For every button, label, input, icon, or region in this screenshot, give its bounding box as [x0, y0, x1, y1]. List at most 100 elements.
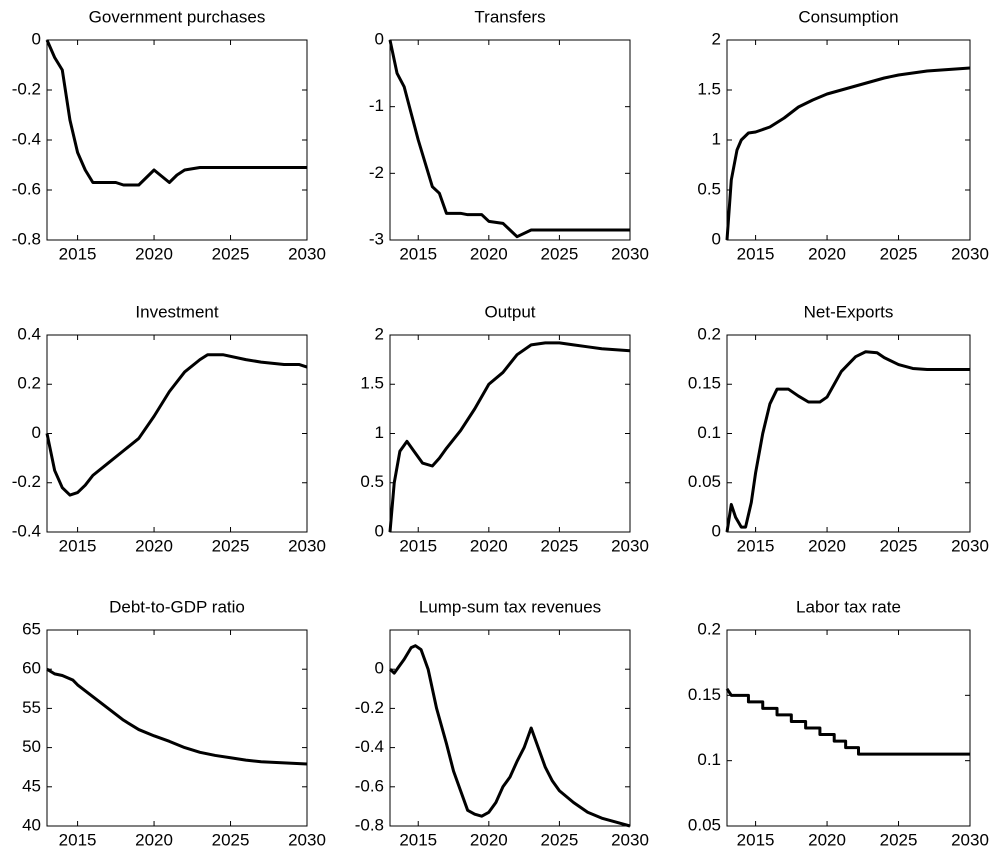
y-tick-label: 0	[712, 229, 721, 248]
chart-title: Net-Exports	[804, 302, 894, 321]
y-tick-label: 65	[22, 619, 41, 638]
y-tick-label: 0	[32, 29, 41, 48]
x-tick-label: 2030	[288, 244, 326, 263]
y-tick-label: 55	[22, 698, 41, 717]
y-tick-label: 0	[375, 659, 384, 678]
y-tick-label: -1	[369, 96, 384, 115]
x-tick-label: 2020	[470, 244, 508, 263]
x-tick-label: 2020	[808, 830, 846, 847]
y-tick-label: 0.05	[688, 815, 721, 834]
x-tick-label: 2025	[212, 536, 250, 555]
x-tick-label: 2030	[611, 244, 649, 263]
x-tick-label: 2025	[540, 536, 578, 555]
x-tick-label: 2025	[880, 244, 918, 263]
line	[388, 39, 630, 239]
axes-box	[46, 39, 308, 241]
chart-title: Government purchases	[89, 7, 266, 26]
y-tick-label: 0.4	[17, 324, 41, 343]
y-tick-label: 0.15	[688, 374, 721, 393]
line	[725, 350, 970, 533]
y-tick-label: -0.8	[12, 229, 41, 248]
axes-box	[726, 629, 971, 827]
x-tick-label: 2025	[880, 830, 918, 847]
y-tick-label: 0.1	[697, 423, 721, 442]
line	[725, 687, 970, 756]
x-tick-label: 2020	[470, 536, 508, 555]
x-tick-label: 2030	[288, 536, 326, 555]
y-tick-label: 0.15	[688, 685, 721, 704]
axes-box	[46, 629, 308, 827]
x-tick-label: 2025	[880, 536, 918, 555]
y-tick-label: 0	[375, 521, 384, 540]
y-tick-label: 2	[375, 324, 384, 343]
line	[45, 353, 308, 497]
y-tick-label: -2	[369, 163, 384, 182]
x-tick-label: 2030	[288, 830, 326, 847]
axes-box	[389, 39, 631, 241]
x-tick-label: 2020	[135, 244, 173, 263]
chart-title: Lump-sum tax revenues	[419, 597, 601, 616]
line	[45, 39, 307, 187]
x-tick-label: 2015	[399, 830, 437, 847]
y-tick-label: 1.5	[360, 374, 384, 393]
chart-title: Labor tax rate	[796, 597, 901, 616]
x-tick-label: 2015	[59, 536, 97, 555]
y-tick-label: 0.1	[697, 750, 721, 769]
y-tick-label: 40	[22, 815, 41, 834]
y-tick-label: 0.2	[697, 324, 721, 343]
line	[46, 667, 308, 766]
y-tick-label: 0.5	[360, 472, 384, 491]
y-tick-label: 0.2	[17, 374, 41, 393]
x-tick-label: 2015	[737, 244, 775, 263]
x-tick-label: 2015	[737, 830, 775, 847]
y-tick-label: 1	[712, 129, 721, 148]
y-tick-label: 0.5	[697, 179, 721, 198]
x-tick-label: 2025	[212, 830, 250, 847]
y-tick-label: 0	[712, 521, 721, 540]
y-tick-label: 2	[712, 29, 721, 48]
x-tick-label: 2030	[611, 536, 649, 555]
y-tick-label: 60	[22, 659, 41, 678]
line	[388, 341, 631, 533]
y-tick-label: 45	[22, 776, 41, 795]
x-tick-label: 2020	[808, 536, 846, 555]
x-tick-label: 2015	[737, 536, 775, 555]
chart-title: Consumption	[798, 7, 898, 26]
x-tick-label: 2030	[951, 536, 989, 555]
y-tick-label: -0.8	[355, 815, 384, 834]
y-tick-label: 0.05	[688, 472, 721, 491]
x-tick-label: 2015	[399, 536, 437, 555]
y-tick-label: 50	[22, 737, 41, 756]
chart-title: Debt-to-GDP ratio	[109, 597, 245, 616]
y-tick-label: 0.2	[697, 619, 721, 638]
y-tick-label: -0.4	[12, 129, 41, 148]
chart-title: Transfers	[474, 7, 545, 26]
line	[725, 66, 971, 241]
x-tick-label: 2020	[135, 830, 173, 847]
x-tick-label: 2020	[470, 830, 508, 847]
x-tick-label: 2030	[611, 830, 649, 847]
x-tick-label: 2030	[951, 244, 989, 263]
x-tick-label: 2015	[59, 830, 97, 847]
y-tick-label: -3	[369, 229, 384, 248]
x-tick-label: 2025	[540, 830, 578, 847]
chart-title: Output	[484, 302, 535, 321]
y-tick-label: -0.6	[355, 776, 384, 795]
y-tick-label: 1	[375, 423, 384, 442]
x-tick-label: 2025	[212, 244, 250, 263]
x-tick-label: 2020	[808, 244, 846, 263]
y-tick-label: -0.4	[355, 737, 384, 756]
y-tick-label: -0.2	[12, 472, 41, 491]
chart-title: Investment	[135, 302, 218, 321]
x-tick-label: 2015	[59, 244, 97, 263]
y-tick-label: 0	[32, 423, 41, 442]
axes-box	[46, 334, 308, 533]
y-tick-label: 0	[375, 29, 384, 48]
y-tick-label: -0.2	[355, 698, 384, 717]
x-tick-label: 2030	[951, 830, 989, 847]
axes-box	[389, 629, 631, 827]
y-tick-label: -0.2	[12, 79, 41, 98]
y-tick-label: -0.6	[12, 179, 41, 198]
x-tick-label: 2025	[540, 244, 578, 263]
